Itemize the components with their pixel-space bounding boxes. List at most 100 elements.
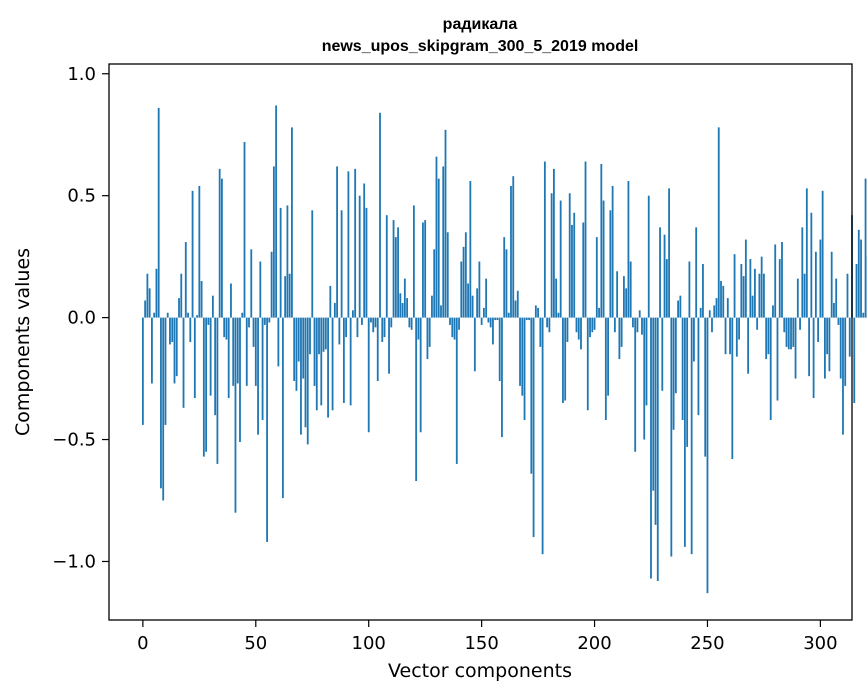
bar xyxy=(322,317,325,352)
bar xyxy=(478,261,481,318)
bar xyxy=(191,190,194,318)
bar xyxy=(227,317,230,399)
bar xyxy=(241,312,244,318)
bar xyxy=(202,317,205,457)
bar xyxy=(302,317,305,379)
bar xyxy=(541,317,544,555)
bar xyxy=(814,251,817,318)
bar xyxy=(819,239,822,318)
bar xyxy=(498,317,501,382)
bar xyxy=(846,273,849,318)
bar xyxy=(349,317,352,406)
bar xyxy=(763,273,765,318)
bar xyxy=(268,317,271,323)
bar xyxy=(480,317,483,325)
bar xyxy=(352,310,354,318)
bar xyxy=(833,302,835,318)
bar xyxy=(697,317,700,416)
bar xyxy=(525,317,528,321)
bar xyxy=(860,239,862,318)
bar xyxy=(160,317,162,489)
x-axis-label: Vector components xyxy=(388,660,572,682)
bar xyxy=(503,237,506,318)
bar xyxy=(613,317,616,333)
bar xyxy=(284,276,287,318)
bar xyxy=(473,317,476,372)
bar xyxy=(512,176,515,318)
bar xyxy=(534,305,537,318)
bar xyxy=(223,317,226,338)
bar xyxy=(397,227,399,318)
bar xyxy=(505,249,508,318)
bar xyxy=(394,237,397,318)
bar xyxy=(248,317,250,328)
bar xyxy=(157,107,160,318)
bar xyxy=(598,307,600,318)
bar xyxy=(575,317,578,333)
bar xyxy=(799,317,801,330)
bar xyxy=(552,168,555,318)
y-tick-label: 1.0 xyxy=(67,64,96,85)
bar xyxy=(636,317,639,333)
bar xyxy=(812,317,815,399)
bar xyxy=(742,276,745,318)
bar xyxy=(270,251,273,318)
bar xyxy=(828,317,831,372)
bar xyxy=(580,317,582,350)
bar xyxy=(523,317,526,421)
bar xyxy=(340,210,343,318)
bar xyxy=(681,317,684,421)
bars-group xyxy=(141,105,867,594)
bar xyxy=(695,227,698,318)
y-tick-label: 0.5 xyxy=(67,186,96,207)
bar xyxy=(338,317,341,345)
bar xyxy=(175,317,178,377)
bar xyxy=(632,317,634,328)
bar xyxy=(810,212,813,318)
bar xyxy=(776,317,779,401)
bar xyxy=(304,317,307,428)
bar xyxy=(528,317,530,321)
bar xyxy=(422,222,424,318)
bar xyxy=(607,317,609,396)
bar xyxy=(361,317,363,325)
bar xyxy=(297,317,300,362)
y-tick-label: −1.0 xyxy=(52,551,96,572)
bar xyxy=(589,317,591,338)
bar xyxy=(243,142,246,318)
bar xyxy=(559,200,562,318)
bar xyxy=(277,317,280,367)
bar xyxy=(837,317,840,325)
bar xyxy=(532,317,535,538)
bar xyxy=(476,288,479,318)
bar xyxy=(537,307,539,318)
bar xyxy=(564,317,567,401)
bar xyxy=(440,305,442,318)
bar xyxy=(855,263,858,318)
bar xyxy=(379,112,381,318)
bar xyxy=(713,305,716,318)
bar xyxy=(211,295,214,318)
bar xyxy=(830,251,833,318)
bar xyxy=(577,317,580,340)
bar xyxy=(634,317,637,452)
bar xyxy=(778,259,781,318)
bar xyxy=(193,317,196,399)
x-tick-label: 150 xyxy=(464,633,498,654)
bar xyxy=(645,317,648,406)
bar xyxy=(530,317,533,474)
bar xyxy=(656,317,659,581)
bar xyxy=(412,205,415,318)
bar xyxy=(805,188,808,318)
bar xyxy=(236,317,239,384)
bar xyxy=(266,317,268,542)
bar xyxy=(435,156,438,318)
bar xyxy=(647,195,650,318)
bar xyxy=(665,259,668,318)
bar xyxy=(406,298,409,318)
bar xyxy=(232,317,235,386)
bar xyxy=(568,193,571,318)
bar xyxy=(842,317,844,435)
bar xyxy=(584,161,587,318)
